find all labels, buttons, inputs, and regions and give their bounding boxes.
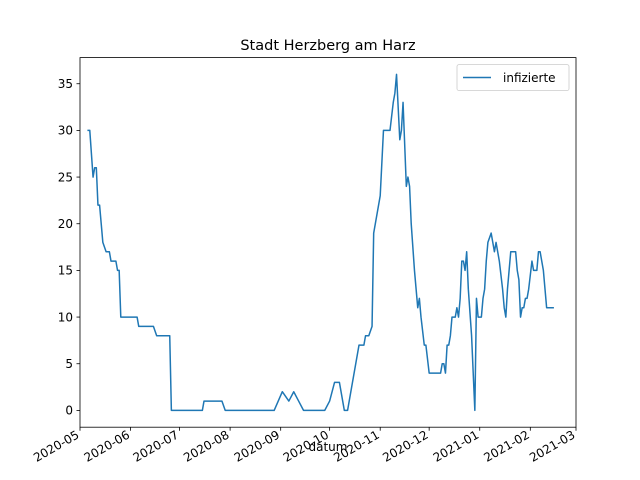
legend-box [456, 64, 570, 91]
plot-series [87, 73, 554, 412]
plot-frame [79, 57, 577, 428]
plot-area-background [80, 57, 576, 428]
y-tick-label: 35 [58, 77, 73, 91]
series-line-infizierte [87, 73, 554, 412]
y-tick-label: 30 [58, 124, 73, 138]
y-tick-label: 25 [58, 170, 73, 184]
legend: infizierte [456, 64, 570, 91]
x-axis-label: datum [309, 440, 348, 454]
y-tick-label: 10 [58, 310, 73, 324]
y-tick-label: 5 [65, 357, 73, 371]
y-tick-label: 15 [58, 264, 73, 278]
y-axis: 0 5 10 15 20 25 30 35 [58, 77, 80, 418]
legend-label: infizierte [503, 71, 556, 85]
chart-title: Stadt Herzberg am Harz [240, 38, 415, 54]
y-tick-label: 20 [58, 217, 73, 231]
y-tick-label: 0 [65, 404, 73, 418]
